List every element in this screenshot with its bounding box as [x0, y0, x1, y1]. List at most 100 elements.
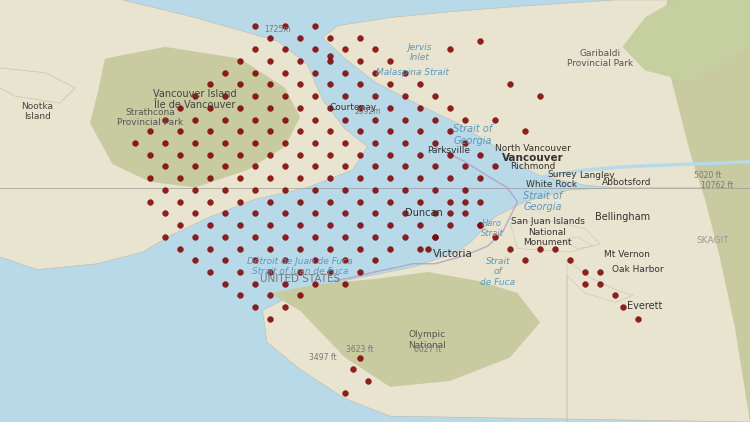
Point [339, 257, 351, 264]
Point [264, 292, 276, 299]
Polygon shape [90, 47, 300, 187]
Point [294, 105, 306, 111]
Polygon shape [262, 187, 750, 422]
Text: Mt Vernon: Mt Vernon [604, 250, 650, 259]
Point [249, 280, 261, 287]
Point [264, 222, 276, 228]
Point [234, 175, 246, 181]
Point [354, 268, 366, 275]
Point [174, 245, 186, 252]
Point [234, 268, 246, 275]
Text: Oak Harbor: Oak Harbor [612, 265, 663, 274]
Point [504, 245, 516, 252]
Point [324, 105, 336, 111]
Point [579, 280, 591, 287]
Point [309, 257, 321, 264]
Point [369, 116, 381, 123]
Point [279, 22, 291, 29]
Point [324, 175, 336, 181]
Point [632, 316, 644, 322]
Point [384, 57, 396, 64]
Point [189, 93, 201, 100]
Point [189, 257, 201, 264]
Point [324, 57, 336, 64]
Polygon shape [622, 0, 750, 82]
Point [399, 210, 411, 217]
Point [594, 280, 606, 287]
Point [249, 46, 261, 53]
Point [474, 38, 486, 44]
Point [189, 163, 201, 170]
Point [159, 210, 171, 217]
Point [204, 268, 216, 275]
Point [204, 198, 216, 205]
Point [444, 210, 456, 217]
Point [429, 187, 441, 193]
Point [249, 304, 261, 311]
Point [354, 151, 366, 158]
Point [264, 57, 276, 64]
Point [204, 81, 216, 88]
Point [444, 222, 456, 228]
Point [354, 128, 366, 135]
Point [459, 116, 471, 123]
Point [204, 245, 216, 252]
Point [144, 198, 156, 205]
Point [219, 233, 231, 240]
Point [414, 128, 426, 135]
Point [444, 46, 456, 53]
Point [309, 280, 321, 287]
Text: Strait of
Georgia: Strait of Georgia [453, 124, 492, 146]
Point [249, 233, 261, 240]
Polygon shape [510, 220, 600, 252]
Point [174, 151, 186, 158]
Point [362, 378, 374, 384]
Point [474, 151, 486, 158]
Point [189, 210, 201, 217]
Point [309, 69, 321, 76]
Point [459, 198, 471, 205]
Text: Strait of
Georgia: Strait of Georgia [524, 191, 562, 212]
Point [324, 222, 336, 228]
Point [159, 140, 171, 146]
Point [279, 163, 291, 170]
Point [414, 81, 426, 88]
Point [219, 210, 231, 217]
Point [159, 116, 171, 123]
Point [354, 105, 366, 111]
Polygon shape [660, 0, 750, 422]
Point [534, 245, 546, 252]
Point [264, 128, 276, 135]
Point [174, 128, 186, 135]
Point [294, 57, 306, 64]
Point [309, 140, 321, 146]
Point [219, 280, 231, 287]
Point [339, 140, 351, 146]
Point [399, 163, 411, 170]
Text: Parksville: Parksville [427, 146, 470, 154]
Point [369, 210, 381, 217]
Point [144, 128, 156, 135]
Point [189, 140, 201, 146]
Point [579, 268, 591, 275]
Point [519, 128, 531, 135]
Text: Abbotsford: Abbotsford [602, 179, 652, 187]
Point [489, 116, 501, 123]
Point [264, 34, 276, 41]
Point [204, 105, 216, 111]
Point [324, 198, 336, 205]
Point [234, 222, 246, 228]
Point [264, 175, 276, 181]
Point [144, 151, 156, 158]
Point [249, 140, 261, 146]
Point [399, 187, 411, 193]
Point [474, 222, 486, 228]
Point [264, 316, 276, 322]
Text: Everett: Everett [627, 301, 663, 311]
Point [264, 245, 276, 252]
Point [279, 187, 291, 193]
Point [339, 163, 351, 170]
Point [399, 140, 411, 146]
Point [309, 210, 321, 217]
Point [219, 93, 231, 100]
